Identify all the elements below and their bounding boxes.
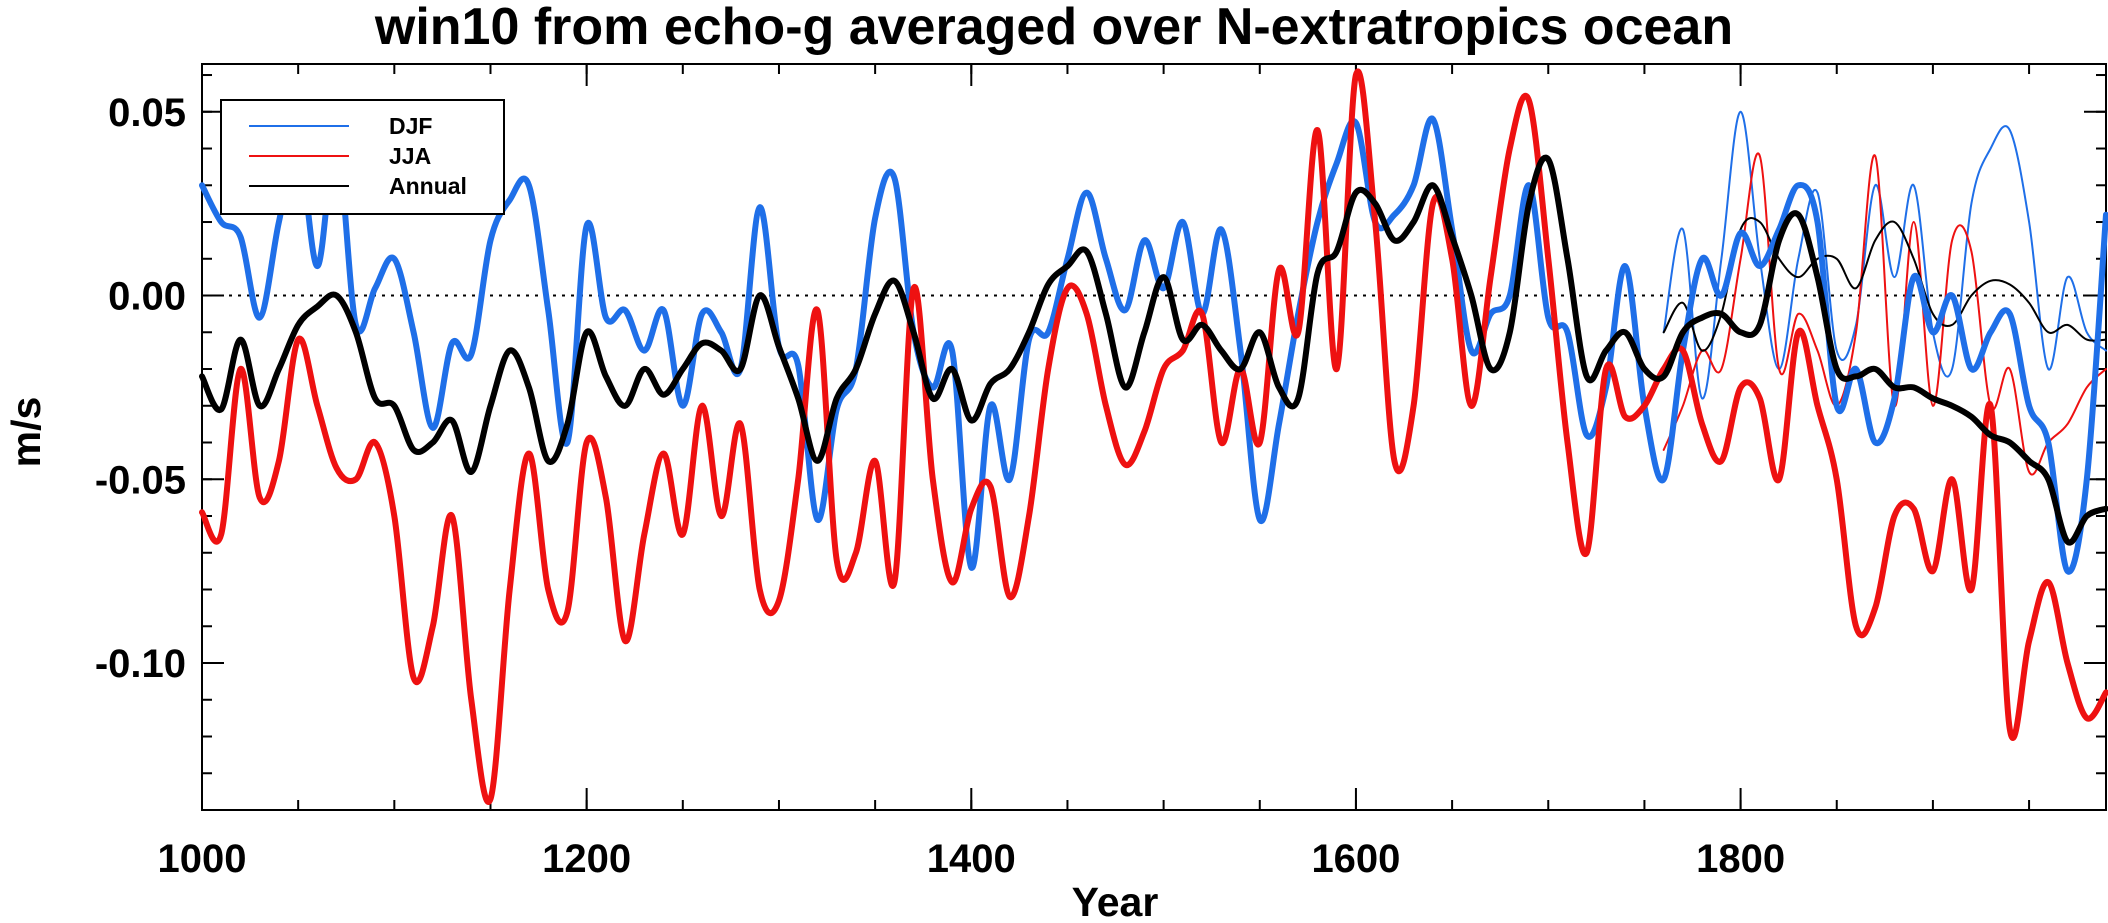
x-tick-label: 1600: [1311, 837, 1400, 881]
series-jja-thin-line: [1662, 152, 2107, 476]
y-axis-label: m/s: [3, 397, 49, 468]
series-annual-thick-line: [199, 154, 2108, 546]
legend-label-djf: DJF: [389, 113, 432, 139]
x-tick-label: 1200: [542, 837, 631, 881]
x-axis-label: Year: [1072, 879, 1159, 923]
y-tick-label: 0.05: [108, 91, 186, 135]
x-tick-label: 1800: [1696, 837, 1785, 881]
y-tick-label: 0.00: [108, 275, 186, 319]
chart-title: win10 from echo-g averaged over N-extrat…: [374, 0, 1733, 56]
legend-label-annual: Annual: [389, 173, 467, 199]
series-jja-thick-line: [199, 68, 2108, 805]
plot-frame: [201, 63, 2107, 811]
series-djf-thin-line: [1662, 110, 2107, 400]
y-tick-label: -0.10: [95, 642, 186, 686]
x-tick-label: 1000: [158, 837, 247, 881]
series-djf-thick-line: [199, 115, 2108, 575]
y-tick-label: -0.05: [95, 458, 186, 502]
x-tick-label: 1400: [927, 837, 1016, 881]
legend-label-jja: JJA: [389, 143, 431, 169]
